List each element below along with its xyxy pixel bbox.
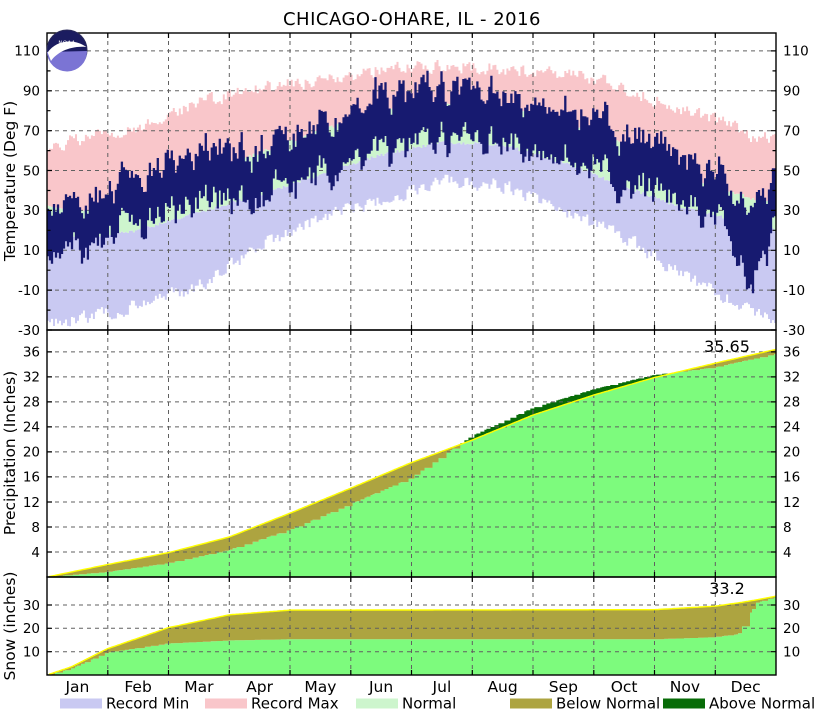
temperature-axis-label: Temperature (Deg F) — [1, 101, 19, 262]
precipitation-ytick-label-right: 32 — [783, 370, 800, 386]
precipitation-ticks — [47, 330, 776, 577]
temperature-ytick-label-left: 10 — [23, 243, 40, 259]
noaa-logo-text: NOAA — [58, 41, 75, 47]
noaa-logo: NOAA — [46, 29, 88, 72]
precipitation-actual-area — [47, 354, 776, 577]
snow-ytick-label-left: 20 — [23, 621, 40, 637]
snow-ytick-label-right: 20 — [783, 621, 800, 637]
temperature-ytick-label-left: 70 — [23, 124, 40, 140]
legend-label-below-normal: Below Normal — [556, 695, 660, 713]
precipitation-ytick-label-left: 4 — [31, 545, 40, 561]
precipitation-gridlines — [47, 330, 776, 577]
precipitation-ytick-label-left: 20 — [23, 445, 40, 461]
temperature-ytick-label-left: 50 — [23, 163, 40, 179]
legend-label-record-max: Record Max — [251, 695, 339, 713]
snow-total-annotation: 33.2 — [709, 579, 745, 598]
legend-label-record-min: Record Min — [106, 695, 189, 713]
legend-swatch-below-normal — [510, 698, 552, 709]
month-label: Nov — [670, 678, 700, 696]
snow-axis-label: Snow (inches) — [1, 572, 19, 681]
temperature-ytick-label-right: 110 — [783, 44, 809, 60]
month-label: Mar — [184, 678, 214, 696]
temperature-ytick-label-right: 30 — [783, 203, 800, 219]
legend-swatch-normal — [356, 698, 398, 709]
temperature-ytick-label-right: 50 — [783, 163, 800, 179]
precipitation-ytick-label-right: 36 — [783, 345, 800, 361]
precipitation-ytick-label-right: 24 — [783, 420, 800, 436]
noaa-logo-bird-icon — [47, 41, 87, 61]
snow-gridlines — [47, 577, 776, 675]
precipitation-ytick-label-left: 28 — [23, 395, 40, 411]
snow-ytick-label-left: 10 — [23, 645, 40, 661]
precipitation-ytick-label-left: 36 — [23, 345, 40, 361]
precip-total-annotation: 35.65 — [704, 337, 750, 356]
legend-label-normal: Normal — [402, 695, 456, 713]
observed-temperature-bars — [46, 70, 777, 294]
month-label: Feb — [124, 678, 151, 696]
snow-ytick-label-right: 30 — [783, 598, 800, 614]
month-label: Dec — [731, 678, 761, 696]
temperature-gridlines — [47, 33, 776, 330]
temperature-ytick-label-right: 10 — [783, 243, 800, 259]
snow-ytick-label-left: 30 — [23, 598, 40, 614]
month-label: Sep — [549, 678, 578, 696]
snow-ticks — [47, 577, 776, 675]
precipitation-ytick-label-left: 12 — [23, 495, 40, 511]
snow-ytick-label-right: 10 — [783, 645, 800, 661]
temperature-ytick-label-right: 90 — [783, 84, 800, 100]
chart-title: CHICAGO-OHARE, IL - 2016 — [283, 9, 541, 30]
temperature-ytick-label-left: 90 — [23, 84, 40, 100]
plot-layers: -30 -30 -10 -10 10 10 30 30 50 50 70 70 90 90 110 110 4 4… — [14, 32, 815, 713]
temperature-ytick-label-left: 30 — [23, 203, 40, 219]
temperature-ytick-label-right: -10 — [783, 283, 805, 299]
temperature-ytick-label-right: 70 — [783, 124, 800, 140]
month-label: Jul — [432, 678, 452, 696]
month-label: Apr — [246, 678, 273, 696]
snow-normal-cumulative-line — [48, 595, 777, 675]
noaa-logo-lower-half — [47, 51, 88, 72]
precipitation-ytick-label-right: 8 — [783, 520, 792, 536]
temperature-ytick-label-left: -30 — [18, 323, 40, 339]
month-label: Aug — [487, 678, 517, 696]
precipitation-axis-label: Precipitation (Inches) — [1, 371, 19, 535]
precipitation-ytick-label-left: 8 — [31, 520, 40, 536]
precipitation-ytick-label-right: 28 — [783, 395, 800, 411]
legend-swatch-record-min — [60, 698, 102, 709]
precipitation-ytick-label-left: 16 — [23, 470, 40, 486]
precipitation-ytick-label-left: 24 — [23, 420, 40, 436]
precipitation-ytick-label-right: 20 — [783, 445, 800, 461]
precipitation-normal-cumulative-line — [48, 348, 777, 578]
legend-label-above-normal: Above Normal — [709, 695, 815, 713]
temperature-ytick-label-right: -30 — [783, 323, 805, 339]
legend-swatch-record-max — [205, 698, 247, 709]
precipitation-ytick-label-right: 16 — [783, 470, 800, 486]
snow-actual-area — [47, 597, 776, 675]
precipitation-ytick-label-right: 12 — [783, 495, 800, 511]
precipitation-ytick-label-left: 32 — [23, 370, 40, 386]
month-label: Jan — [64, 678, 89, 696]
month-label: Oct — [611, 678, 638, 696]
temperature-ytick-label-left: 110 — [14, 44, 40, 60]
precipitation-ytick-label-right: 4 — [783, 545, 792, 561]
legend-swatch-above-normal — [663, 698, 705, 709]
temperature-ytick-label-left: -10 — [18, 283, 40, 299]
month-label: Jun — [368, 678, 393, 696]
month-label: May — [304, 678, 336, 696]
